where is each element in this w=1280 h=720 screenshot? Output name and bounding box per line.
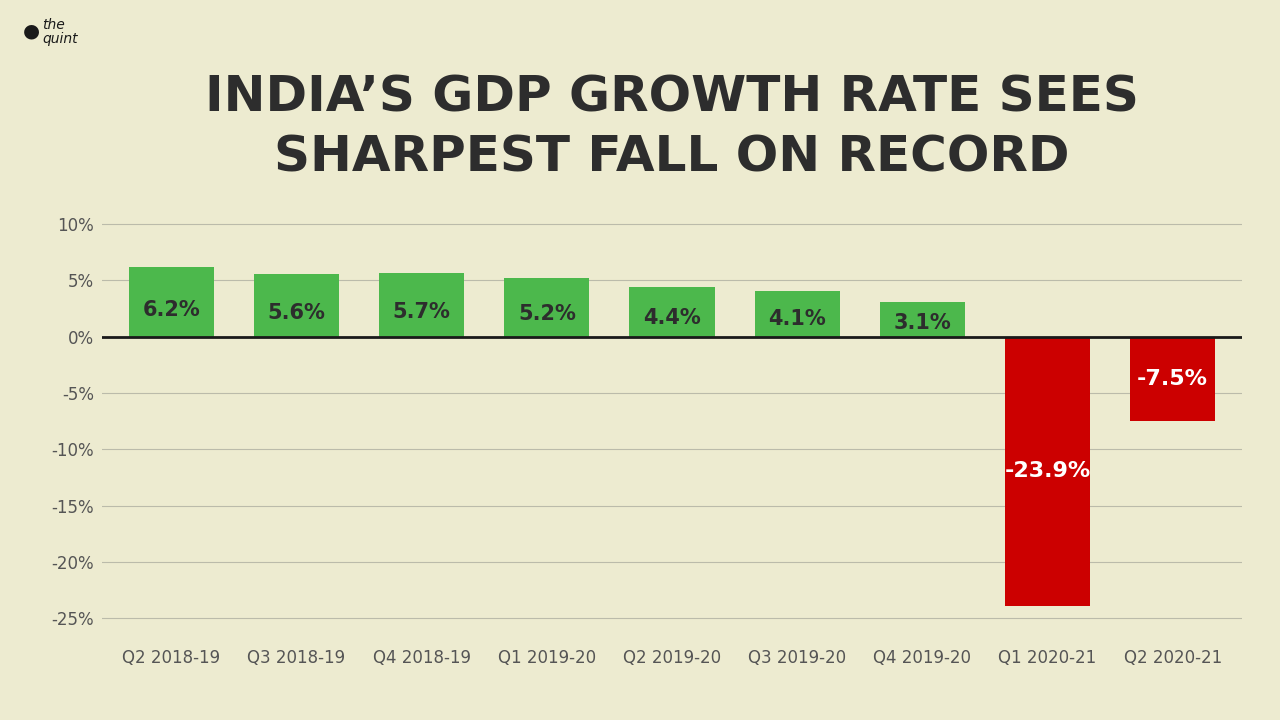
Bar xyxy=(879,302,965,337)
Text: quint: quint xyxy=(42,32,78,46)
Text: 5.7%: 5.7% xyxy=(393,302,451,323)
Text: -7.5%: -7.5% xyxy=(1137,369,1208,389)
Title: INDIA’S GDP GROWTH RATE SEES
SHARPEST FALL ON RECORD: INDIA’S GDP GROWTH RATE SEES SHARPEST FA… xyxy=(205,73,1139,181)
Text: the: the xyxy=(42,18,65,32)
Bar xyxy=(1130,337,1215,421)
Bar xyxy=(504,278,589,337)
Bar xyxy=(755,291,840,337)
Text: ●: ● xyxy=(23,22,40,40)
Text: 4.4%: 4.4% xyxy=(643,308,701,328)
Text: -23.9%: -23.9% xyxy=(1005,462,1091,481)
Bar xyxy=(1005,337,1091,606)
Bar xyxy=(129,267,214,337)
Text: 5.6%: 5.6% xyxy=(268,303,325,323)
Bar xyxy=(630,287,714,337)
Bar xyxy=(253,274,339,337)
Text: 6.2%: 6.2% xyxy=(142,300,200,320)
Text: 4.1%: 4.1% xyxy=(768,309,826,329)
Text: 5.2%: 5.2% xyxy=(518,305,576,325)
Text: 3.1%: 3.1% xyxy=(893,313,951,333)
Bar xyxy=(379,273,465,337)
